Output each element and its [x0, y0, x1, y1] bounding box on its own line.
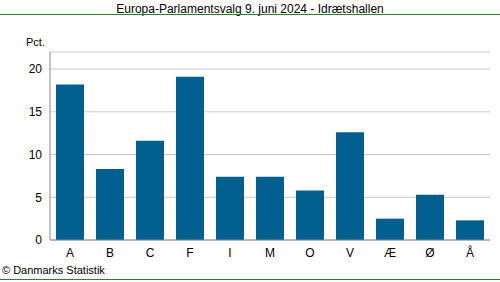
html-text:Europa-Parlamentsvalg 9. juni: Europa-Parlamentsvalg 9. juni 2024 - Idr…	[116, 2, 384, 16]
svg-text:A: A	[66, 246, 74, 260]
svg-text:O: O	[305, 246, 314, 260]
svg-text:20: 20	[29, 62, 43, 76]
html-text:© Danmarks Statistik: © Danmarks Statistik	[2, 264, 105, 276]
svg-text:Å: Å	[466, 245, 474, 260]
svg-text:V: V	[346, 246, 354, 260]
svg-text:5: 5	[35, 191, 42, 205]
svg-text:M: M	[265, 246, 275, 260]
svg-text:15: 15	[29, 105, 43, 119]
svg-text:B: B	[106, 246, 114, 260]
svg-text:Ø: Ø	[425, 246, 434, 260]
svg-text:Æ: Æ	[384, 246, 396, 260]
svg-text:I: I	[228, 246, 231, 260]
html-text:Pct.: Pct.	[26, 36, 45, 48]
svg-text:10: 10	[29, 148, 43, 162]
svg-text:0: 0	[35, 233, 42, 247]
svg-text:C: C	[146, 246, 155, 260]
svg-text:F: F	[186, 246, 193, 260]
